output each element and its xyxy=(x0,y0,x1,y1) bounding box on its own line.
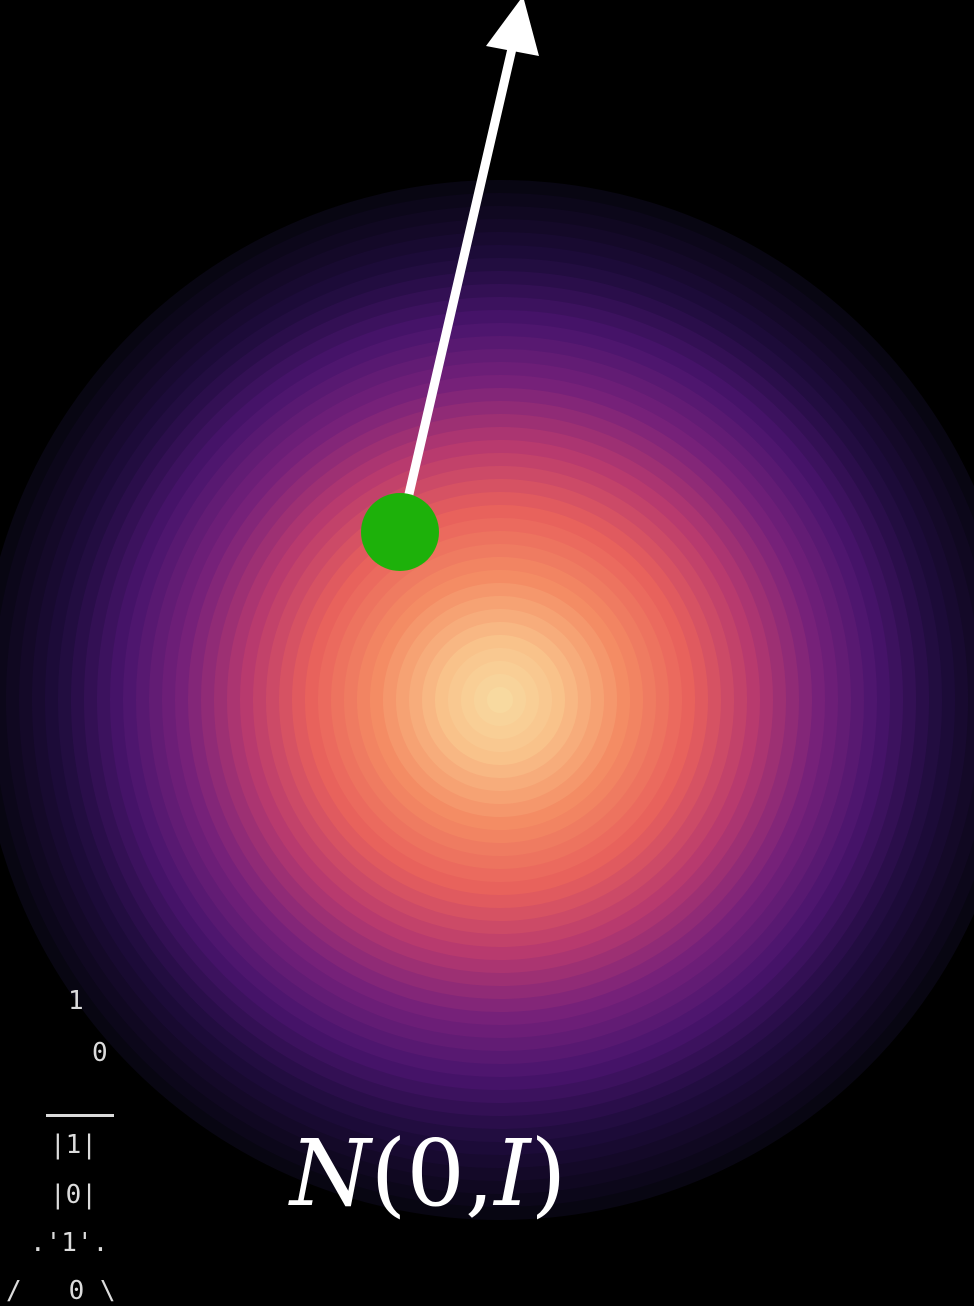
ascii-line-2: 0 xyxy=(92,1038,108,1068)
ascii-line-5: .'1'. xyxy=(30,1228,109,1258)
ascii-line-6: / 0 \ xyxy=(6,1276,116,1306)
identity-symbol: I xyxy=(494,1120,531,1227)
arrow-shaft xyxy=(398,35,519,525)
ascii-line-1: 1 xyxy=(68,986,84,1016)
gaussian-density-contours xyxy=(0,180,974,1220)
sample-vector xyxy=(361,0,539,571)
ascii-line-3: |1| xyxy=(50,1130,97,1160)
arrow-head xyxy=(486,0,539,56)
density-band xyxy=(487,687,513,713)
ascii-rule xyxy=(46,1114,114,1117)
open-paren: ( xyxy=(370,1120,407,1227)
ascii-line-4: |0| xyxy=(50,1180,97,1210)
comma: , xyxy=(464,1120,495,1227)
normal-distribution-label: N(0,I) xyxy=(290,1128,566,1220)
mean-zero: 0 xyxy=(406,1120,465,1227)
close-paren: ) xyxy=(530,1120,567,1227)
script-n-symbol: N xyxy=(290,1120,371,1227)
sample-point xyxy=(361,493,439,571)
